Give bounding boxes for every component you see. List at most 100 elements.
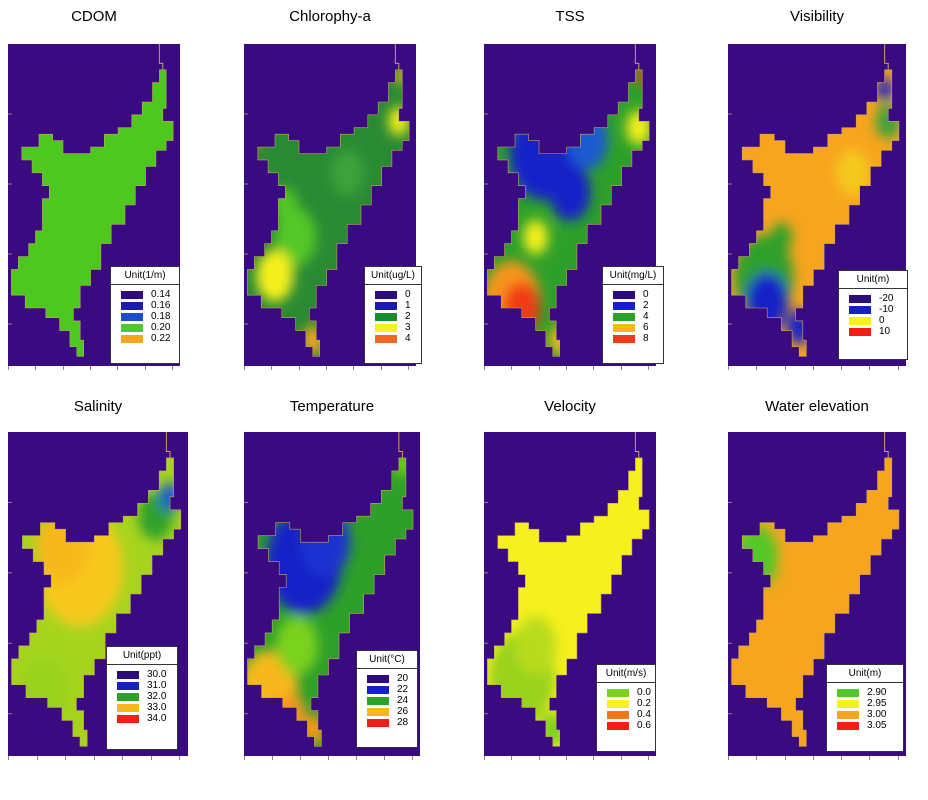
legend-swatch bbox=[613, 312, 635, 321]
coastline bbox=[731, 457, 900, 747]
x-tick bbox=[593, 756, 595, 760]
legend-title: Unit(ug/L) bbox=[365, 267, 421, 285]
x-tick bbox=[122, 756, 124, 760]
x-tick bbox=[407, 366, 409, 370]
x-tick bbox=[511, 366, 513, 370]
legend-title: Unit(1/m) bbox=[111, 267, 179, 285]
legend-entry: 0 bbox=[375, 289, 421, 300]
legend-entry: 0.22 bbox=[121, 333, 179, 344]
legend-swatch bbox=[367, 696, 389, 705]
legend-swatch bbox=[607, 688, 629, 697]
legend-swatch bbox=[837, 699, 859, 708]
legend-label: 2.90 bbox=[867, 687, 887, 698]
x-tick bbox=[144, 366, 146, 370]
x-tick bbox=[841, 756, 843, 760]
field-patch bbox=[330, 149, 364, 196]
legend-label: 4 bbox=[405, 333, 411, 344]
axis-ticks bbox=[728, 113, 732, 325]
axis-ticks bbox=[484, 113, 488, 325]
map-plot bbox=[728, 432, 906, 756]
map-legend: Unit(ug/L) 0 1 2 3 4 bbox=[364, 266, 422, 364]
legend-swatch bbox=[607, 710, 629, 719]
field-patch bbox=[876, 77, 894, 101]
legend-entry: 0.0 bbox=[607, 687, 655, 698]
x-tick bbox=[812, 366, 814, 370]
legend-swatch bbox=[121, 334, 143, 343]
field-patch bbox=[275, 616, 318, 675]
legend-swatch bbox=[613, 301, 635, 310]
legend-entry: -10 bbox=[849, 304, 907, 315]
legend-title: Unit(m/s) bbox=[597, 665, 655, 683]
map-svg bbox=[728, 44, 906, 366]
legend-label: 0.6 bbox=[637, 720, 651, 731]
legend-swatch bbox=[607, 721, 629, 730]
map-legend: Unit(1/m) 0.14 0.16 0.18 0.20 0.22 bbox=[110, 266, 180, 364]
coastline bbox=[487, 69, 650, 357]
map-legend: Unit(ppt) 30.0 31.0 32.0 33.0 34.0 bbox=[106, 646, 178, 750]
legend-swatch bbox=[117, 681, 139, 690]
x-tick bbox=[117, 366, 119, 370]
x-tick bbox=[484, 756, 485, 760]
legend-entry: 32.0 bbox=[117, 691, 177, 702]
x-tick bbox=[383, 756, 385, 760]
legend-title: Unit(mg/L) bbox=[603, 267, 663, 285]
map-svg bbox=[484, 432, 656, 756]
legend-entry: 8 bbox=[613, 333, 663, 344]
legend-entry: -20 bbox=[849, 293, 907, 304]
axis-ticks bbox=[728, 501, 732, 715]
legend-label: 0.2 bbox=[637, 698, 651, 709]
x-tick bbox=[299, 756, 301, 760]
legend-entry: 31.0 bbox=[117, 680, 177, 691]
field-patch bbox=[549, 163, 591, 222]
legend-entry: 33.0 bbox=[117, 702, 177, 713]
legend-entry: 0.14 bbox=[121, 289, 179, 300]
legend-swatch bbox=[375, 334, 397, 343]
legend-label: 0 bbox=[879, 315, 885, 326]
coastline bbox=[247, 69, 410, 357]
x-tick bbox=[8, 756, 9, 760]
legend-label: 0 bbox=[405, 289, 411, 300]
x-tick bbox=[538, 366, 540, 370]
legend-label: 10 bbox=[879, 326, 891, 337]
legend-entry: 28 bbox=[367, 717, 417, 728]
map-legend: Unit(m/s) 0.0 0.2 0.4 0.6 bbox=[596, 664, 656, 752]
legend-entry: 20 bbox=[367, 673, 417, 684]
x-tick bbox=[897, 756, 899, 760]
x-tick bbox=[171, 366, 173, 370]
x-tick bbox=[593, 366, 595, 370]
x-tick bbox=[538, 756, 540, 760]
legend-swatch bbox=[117, 714, 139, 723]
x-tick bbox=[35, 366, 37, 370]
panel-title: Temperature bbox=[289, 398, 375, 415]
map-svg bbox=[728, 432, 906, 756]
x-tick bbox=[380, 366, 382, 370]
x-tick bbox=[411, 756, 413, 760]
legend-label: 0.18 bbox=[151, 311, 171, 322]
field-patch bbox=[256, 249, 294, 302]
map-plot bbox=[484, 432, 656, 756]
legend-entry: 0.6 bbox=[607, 720, 655, 731]
legend-label: 24 bbox=[397, 695, 409, 706]
legend-entry: 30.0 bbox=[117, 669, 177, 680]
legend-title: Unit(°C) bbox=[357, 651, 417, 669]
legend-swatch bbox=[117, 670, 139, 679]
legend-entry: 0 bbox=[849, 315, 907, 326]
x-tick bbox=[869, 756, 871, 760]
x-tick bbox=[355, 756, 357, 760]
legend-swatch bbox=[613, 323, 635, 332]
legend-swatch bbox=[613, 290, 635, 299]
field-patch bbox=[274, 208, 317, 267]
x-tick bbox=[298, 366, 300, 370]
legend-label: 0 bbox=[643, 289, 649, 300]
legend-swatch bbox=[121, 312, 143, 321]
x-tick bbox=[36, 756, 38, 760]
x-tick bbox=[8, 366, 9, 370]
legend-swatch bbox=[367, 685, 389, 694]
legend-title: Unit(ppt) bbox=[107, 647, 177, 665]
legend-label: -20 bbox=[879, 293, 894, 304]
legend-entry: 3.00 bbox=[837, 709, 903, 720]
field-patch bbox=[770, 222, 793, 252]
legend-label: 0.22 bbox=[151, 333, 171, 344]
legend-entry: 34.0 bbox=[117, 713, 177, 724]
legend-label: 28 bbox=[397, 717, 409, 728]
